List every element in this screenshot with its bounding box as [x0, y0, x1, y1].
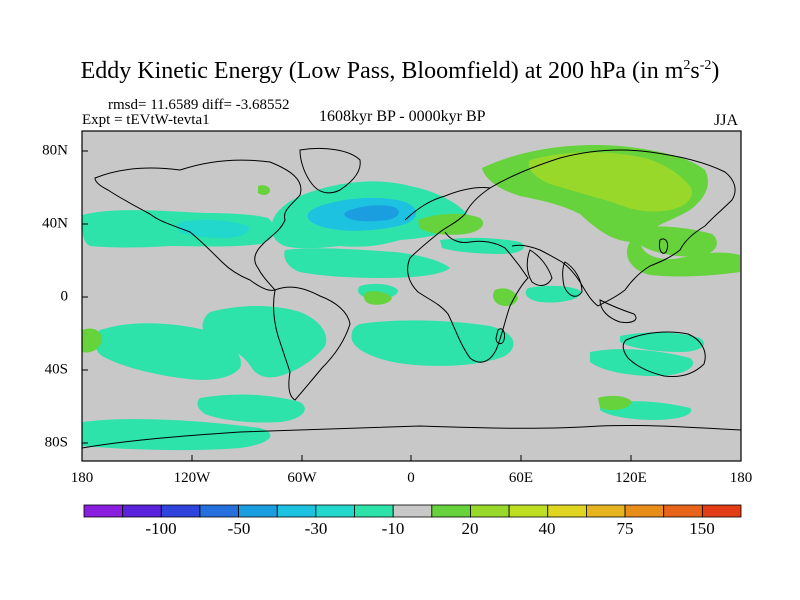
anomaly-shading — [82, 144, 740, 451]
rmsd-diff-text: rmsd= 11.6589 diff= -3.68552 — [108, 97, 290, 113]
lon-label-120w: 120W — [173, 470, 211, 486]
shade-southern-ocean-1 — [197, 394, 305, 423]
lat-label-40n: 40N — [42, 215, 68, 232]
lat-label-80n: 80N — [42, 142, 68, 159]
colorbar-swatch — [470, 504, 510, 518]
lon-label-60e: 60E — [508, 470, 534, 486]
shade-pacific-patch — [525, 285, 582, 303]
lon-label-120e: 120E — [615, 470, 647, 486]
colorbar-label: -100 — [145, 519, 177, 538]
colorbar-swatch — [238, 504, 278, 518]
shade-north-pacific-small — [258, 185, 270, 196]
colorbar-swatch — [122, 504, 162, 518]
lat-label-0: 0 — [60, 288, 69, 305]
colorbar-swatch — [354, 504, 394, 518]
colorbar-label: -50 — [227, 519, 251, 538]
shade-southern-ocean-2 — [82, 419, 271, 451]
lon-label-0: 0 — [407, 470, 415, 486]
shade-tropical-atlantic — [284, 248, 450, 278]
lon-label-180w: 180 — [70, 470, 94, 486]
colorbar-swatch — [624, 504, 665, 518]
shade-south-atlantic — [351, 320, 514, 366]
shade-eurasia-core — [528, 152, 692, 212]
lat-label-80s: 80S — [44, 434, 68, 451]
shade-south-pacific — [202, 306, 327, 378]
shade-south-america — [94, 323, 241, 380]
plot-title: Eddy Kinetic Energy (Low Pass, Bloomfiel… — [80, 58, 720, 84]
colorbar-swatch — [431, 504, 471, 518]
colorbar — [83, 504, 742, 518]
colorbar-label: 75 — [616, 519, 634, 538]
shade-north-america-core — [176, 219, 249, 238]
coastlines — [81, 147, 742, 449]
shade-nw-pacific — [634, 226, 717, 257]
colorbar-label: -30 — [304, 519, 328, 538]
colorbar-swatch — [199, 504, 239, 518]
colorbar-swatch — [392, 504, 433, 518]
shade-south-pacific-west — [82, 328, 102, 353]
colorbar-swatch — [586, 504, 626, 518]
colorbar-label: 150 — [689, 519, 715, 538]
colorbar-swatch — [315, 504, 355, 518]
colorbar-swatch — [663, 504, 703, 518]
season-text: JJA — [714, 112, 739, 129]
lat-label-40s: 40S — [44, 361, 68, 378]
shade-mid-atlantic-pos — [363, 291, 392, 305]
period-text: 1608kyr BP - 0000kyr BP — [319, 108, 486, 125]
shade-mediterranean — [418, 213, 484, 235]
colorbar-swatch — [701, 504, 742, 518]
colorbar-swatch — [160, 504, 201, 518]
lon-label-180e: 180 — [729, 470, 753, 486]
colorbar-swatch — [83, 504, 124, 518]
shade-north-atlantic-max — [344, 205, 399, 222]
shade-south-atlantic-pos — [598, 395, 632, 410]
experiment-text: Expt = tEVtW-tevta1 — [82, 112, 210, 128]
colorbar-label: 20 — [461, 519, 479, 538]
axis-ticks — [81, 150, 742, 461]
lon-label-60w: 60W — [287, 470, 317, 486]
colorbar-swatch — [276, 504, 317, 518]
colorbar-label: 40 — [538, 519, 556, 538]
colorbar-label: -10 — [381, 519, 405, 538]
colorbar-swatch — [508, 504, 549, 518]
shade-indian-ocean — [590, 349, 694, 376]
colorbar-swatch — [547, 504, 587, 518]
shade-australia — [620, 332, 704, 352]
